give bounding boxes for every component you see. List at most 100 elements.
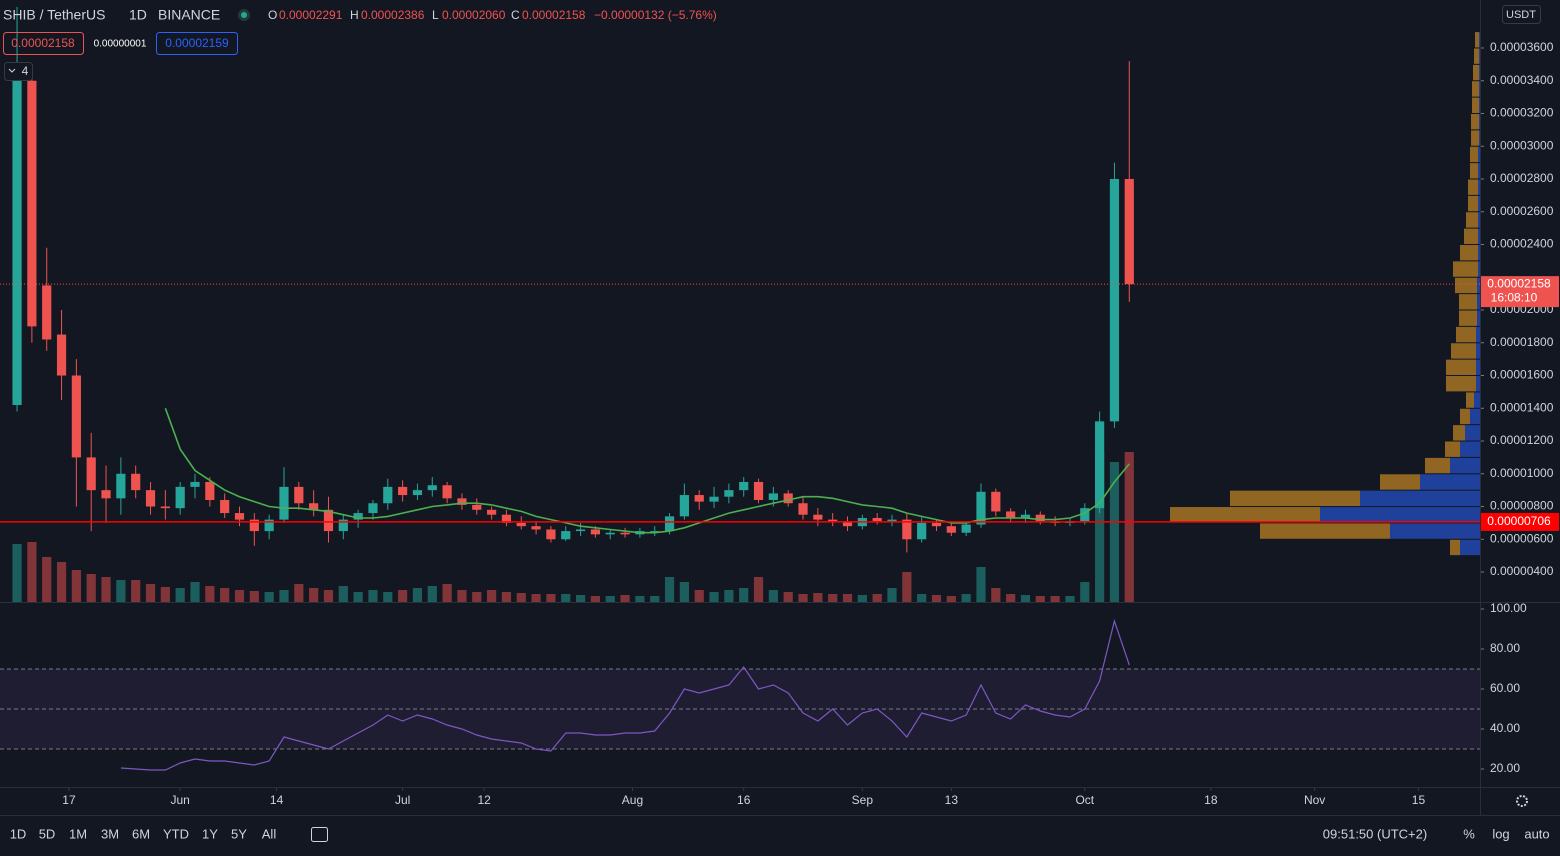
range-button[interactable]: YTD [163,826,189,841]
profile-up [1478,195,1480,212]
candle-body [101,490,111,499]
sell-button[interactable] [3,32,84,55]
interval[interactable]: 1D [129,7,147,23]
date-range-icon[interactable] [311,827,328,842]
volume-bar [635,596,645,602]
profile-up [1477,277,1480,294]
candle-body [249,519,259,532]
spread: 0.00000001 [94,39,147,50]
range-button[interactable]: 5D [39,826,56,841]
candle-body [931,522,942,527]
profile-up [1460,539,1480,556]
range-button[interactable]: 3M [101,826,119,841]
profile-down [1459,294,1477,310]
rsi-band [0,669,1480,749]
candle-body [575,529,586,532]
volume-bar [1006,594,1016,602]
volume-bar [1124,452,1134,602]
exchange: BINANCE [158,7,220,23]
range-button[interactable]: 1D [10,826,27,841]
candle-body [798,503,808,515]
countdown: 16:08:10 [1491,290,1538,304]
candle-body [353,513,363,520]
change: −0.00000132 (−5.76%) [594,8,717,22]
profile-up [1478,245,1480,261]
x-tick-label: 15 [1412,793,1426,807]
buy-button[interactable] [156,32,238,55]
percent-toggle[interactable]: % [1463,826,1475,841]
volume-bar [145,584,156,602]
profile-up [1479,64,1480,81]
profile-up [1478,179,1480,195]
volume-bar [828,594,838,602]
volume-bar [842,594,853,602]
profile-down [1450,539,1460,556]
settings-icon[interactable] [1516,795,1528,807]
rsi-tick-label: 80.00 [1490,641,1520,655]
volume-bar [86,574,96,602]
symbol[interactable]: SHIB / TetherUS [3,7,105,23]
candle-body [783,493,793,504]
profile-down [1446,359,1476,376]
candle-body [605,532,615,535]
profile-up [1479,32,1480,48]
candle-body [1035,514,1045,522]
range-button[interactable]: 5Y [231,826,247,841]
candle-body [1006,511,1016,518]
profile-up [1390,523,1480,539]
profile-up [1478,228,1480,245]
buy-price: 0.00002159 [165,36,229,50]
candle-body [546,529,556,540]
profile-up [1477,294,1480,310]
candle-body [694,495,704,502]
auto-toggle[interactable]: auto [1524,826,1549,841]
clock[interactable]: 09:51:50 (UTC+2) [1323,826,1427,841]
log-toggle[interactable]: log [1492,826,1509,841]
y-tick-label: 0.00003400 [1490,73,1554,87]
profile-down [1472,97,1479,113]
volume-bar [294,584,304,602]
candle-body [664,516,675,532]
currency-badge[interactable] [1502,5,1541,24]
volume-bar [561,594,571,602]
range-button[interactable]: All [262,826,277,841]
profile-down [1470,146,1478,163]
candle-body [842,521,853,527]
candle-body [1109,178,1120,422]
candle-body [220,499,230,514]
volume-bar [902,572,912,602]
candle-body [175,486,185,509]
volume-bar [368,590,378,602]
range-button[interactable]: 6M [132,826,150,841]
ohlc-label: C [511,8,520,22]
candle-body [516,522,526,527]
candle-body [234,513,245,520]
candle-body [1095,421,1105,509]
range-button[interactable]: 1Y [202,826,218,841]
candle-body [976,491,986,525]
candle-body [768,493,778,500]
profile-down [1453,425,1465,441]
profile-down [1230,490,1360,507]
profile-down [1451,343,1476,359]
profile-down [1471,113,1479,130]
range-button[interactable]: 1M [69,826,87,841]
y-tick-label: 0.00000400 [1490,564,1554,578]
y-tick-label: 0.00003200 [1490,106,1554,120]
rsi-tick-label: 20.00 [1490,761,1520,775]
candle-body [116,473,126,499]
profile-down [1475,32,1479,48]
candle-body [71,375,81,458]
volume-bar [472,592,482,602]
volume-bar [783,592,793,602]
indicator-toggle[interactable] [4,62,33,81]
x-tick-label: 17 [62,793,76,807]
profile-up [1478,146,1480,163]
y-tick-label: 0.00000800 [1490,499,1554,513]
volume-bar [71,570,81,602]
volume-bar [457,590,467,602]
candle-body [383,486,393,504]
profile-up [1476,376,1480,392]
candle-body [739,481,749,491]
